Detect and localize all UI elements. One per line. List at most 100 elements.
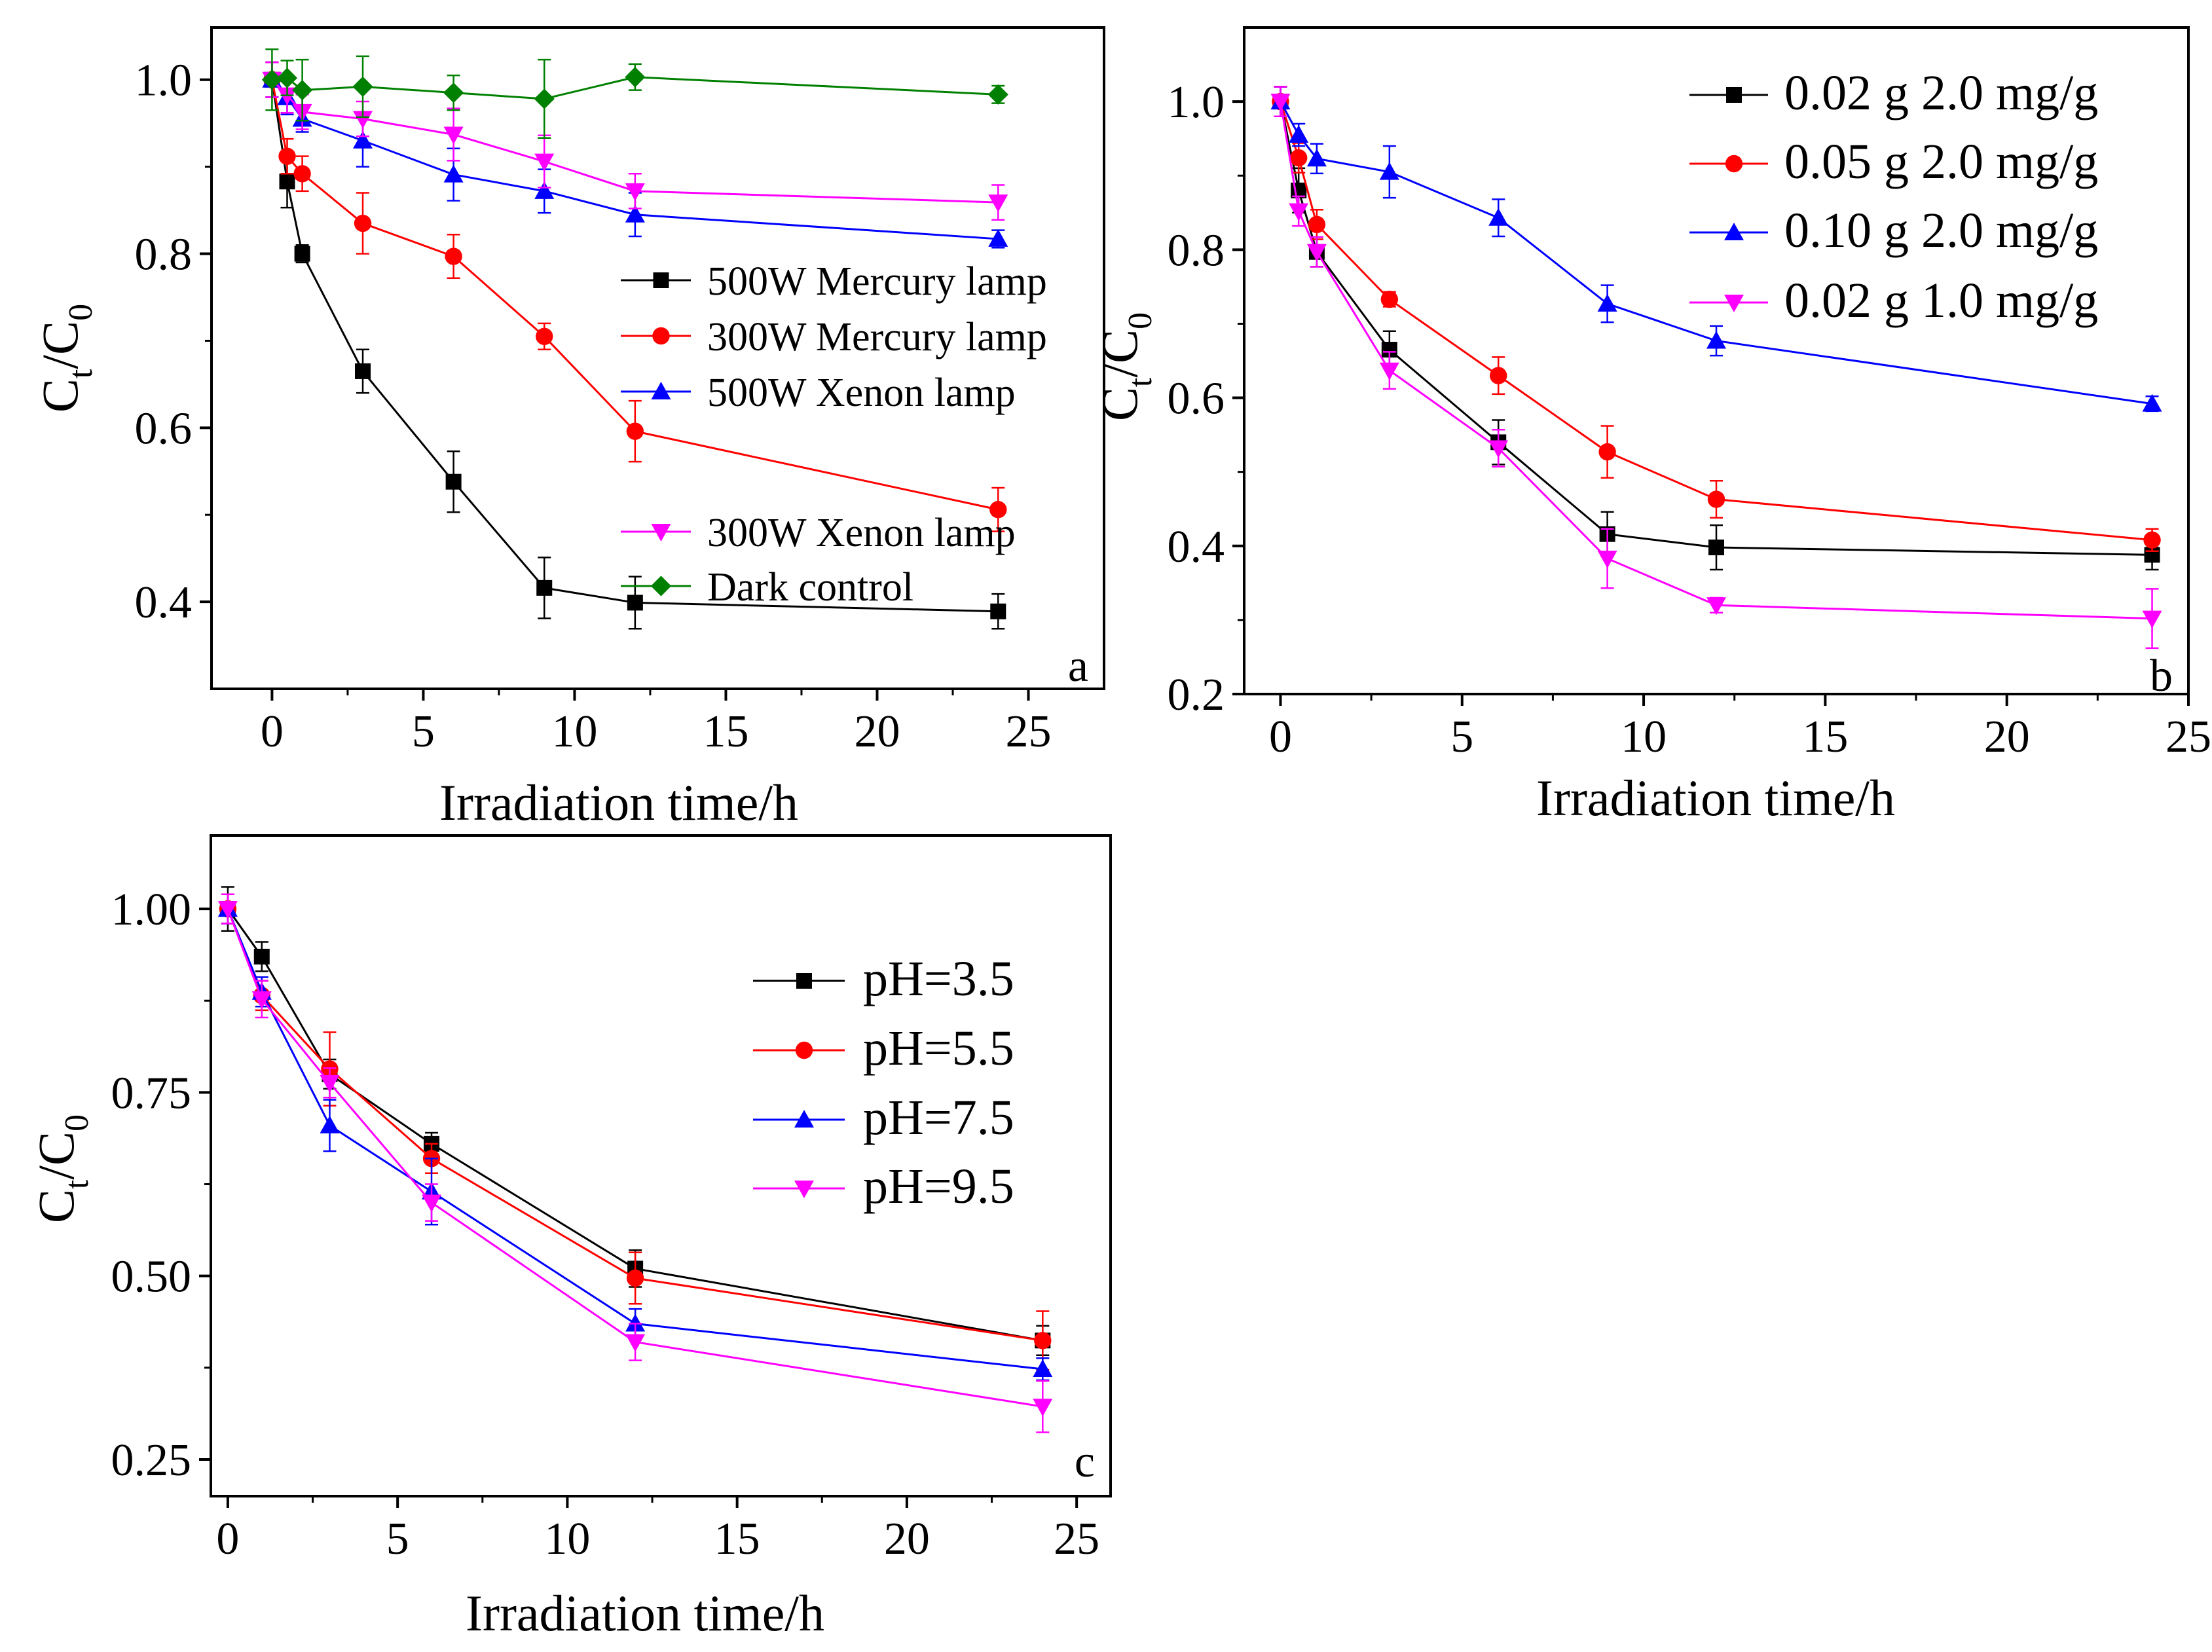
data-point [353, 130, 373, 149]
legend-entry: 0.02 g 1.0 mg/g [1689, 273, 2098, 328]
y-tick-label: 1.0 [1168, 77, 1225, 128]
legend-marker [796, 973, 812, 989]
data-point [293, 165, 311, 183]
legend-label: 300W Xenon lamp [707, 511, 1016, 555]
y-axis-title-mid: /C [1091, 329, 1148, 378]
legend-marker [653, 272, 669, 288]
data-point [626, 1269, 644, 1287]
legend-marker [1724, 295, 1744, 312]
panel-letter: a [1068, 641, 1088, 691]
x-tick-label: 15 [714, 1514, 760, 1564]
y-axis-title: Ct/C0 [28, 1114, 96, 1223]
data-point [988, 194, 1008, 213]
y-tick-label: 0.4 [1168, 522, 1225, 572]
legend-marker [794, 1181, 814, 1198]
data-point [1490, 367, 1507, 384]
y-tick-label: 1.00 [111, 885, 192, 935]
series-line [1279, 101, 2152, 620]
x-tick-label: 25 [1054, 1514, 1099, 1564]
data-point [1706, 331, 1726, 349]
y-axis-title-mid: /C [28, 1131, 84, 1180]
x-tick-label: 15 [703, 707, 748, 757]
data-point [277, 87, 297, 105]
data-point [534, 88, 555, 109]
y-axis-title-c: C [1091, 387, 1148, 421]
y-axis-title: Ct/C0 [31, 304, 100, 413]
data-point [279, 174, 295, 190]
x-tick-label: 15 [1802, 712, 1848, 762]
data-point [352, 76, 373, 97]
legend-entry: Dark control [621, 565, 913, 610]
legend-entry: pH=9.5 [753, 1159, 1014, 1214]
data-point [626, 422, 644, 440]
y-tick-label: 0.50 [111, 1252, 192, 1302]
x-tick-label: 25 [2166, 712, 2211, 762]
y-tick-label: 0.6 [1168, 374, 1225, 424]
chart-panel-a: 0 5 10 15 20 25 0.4 0.6 0.8 1.0 Irradiation time/h… [31, 26, 1105, 831]
data-point [251, 991, 272, 1010]
y-tick-label: 0.6 [135, 403, 193, 454]
legend-label: 0.02 g 2.0 mg/g [1784, 65, 2098, 120]
y-axis-title-c: C [28, 1189, 84, 1223]
data-point [625, 204, 645, 223]
legend-label: pH=3.5 [863, 951, 1014, 1006]
panel-letter: c [1075, 1437, 1095, 1487]
legend-marker [794, 1110, 814, 1128]
legend-label: pH=7.5 [863, 1090, 1014, 1145]
data-point [1380, 290, 1399, 308]
series-line [1279, 101, 2152, 556]
y-tick-label: 0.75 [111, 1068, 192, 1118]
y-axis-title-c: C [31, 378, 88, 413]
x-tick-label: 0 [1269, 712, 1292, 762]
data-point [1289, 203, 1309, 221]
y-axis-title-sub-t: t [62, 369, 100, 378]
legend-marker [651, 524, 671, 541]
x-axis-title: Irradiation time/h [439, 774, 798, 831]
data-point [2142, 394, 2162, 412]
x-tick-label: 25 [1005, 707, 1051, 757]
data-point [625, 67, 646, 88]
data-point [320, 1115, 340, 1133]
data-point [1488, 440, 1509, 458]
y-tick-label: 0.8 [1168, 225, 1225, 276]
legend-label: pH=9.5 [863, 1159, 1014, 1214]
data-point [1488, 208, 1509, 226]
legend-label: 0.05 g 2.0 mg/g [1784, 134, 2098, 189]
legend-label: 500W Xenon lamp [707, 371, 1016, 415]
legend-marker [1726, 87, 1742, 103]
legend-marker [1725, 155, 1743, 173]
data-point [534, 181, 555, 199]
data-point [294, 246, 310, 262]
plot-frame [210, 26, 1105, 690]
data-point [443, 164, 464, 183]
legend-marker [652, 327, 670, 345]
data-point [353, 111, 373, 129]
series-line [227, 908, 1043, 1342]
series-1 [1272, 86, 2161, 552]
x-axis-title: Irradiation time/h [1536, 769, 1895, 826]
data-point [536, 579, 553, 596]
y-tick-label: 0.2 [1168, 670, 1225, 720]
legend-label: Dark control [707, 565, 913, 610]
legend-marker [650, 576, 672, 597]
data-point [1289, 125, 1309, 143]
series-line [1280, 101, 2152, 541]
data-point [627, 595, 643, 611]
x-tick-label: 20 [854, 707, 900, 757]
y-axis-title-mid: /C [31, 321, 88, 369]
data-point [445, 473, 462, 490]
legend-marker [1724, 223, 1744, 240]
legend-entry: 300W Xenon lamp [621, 511, 1016, 555]
legend-entry: 500W Mercury lamp [621, 259, 1047, 304]
legend-entry: 0.02 g 2.0 mg/g [1689, 65, 2098, 120]
data-point [1706, 597, 1726, 615]
data-point [1379, 162, 1399, 180]
plot-frame [1243, 26, 2190, 695]
data-point [292, 80, 313, 101]
y-axis-title-sub-t: t [1122, 377, 1159, 387]
data-point [2142, 610, 2162, 629]
data-point [276, 67, 298, 88]
legend-label: 300W Mercury lamp [707, 315, 1047, 359]
data-point [1306, 244, 1327, 262]
